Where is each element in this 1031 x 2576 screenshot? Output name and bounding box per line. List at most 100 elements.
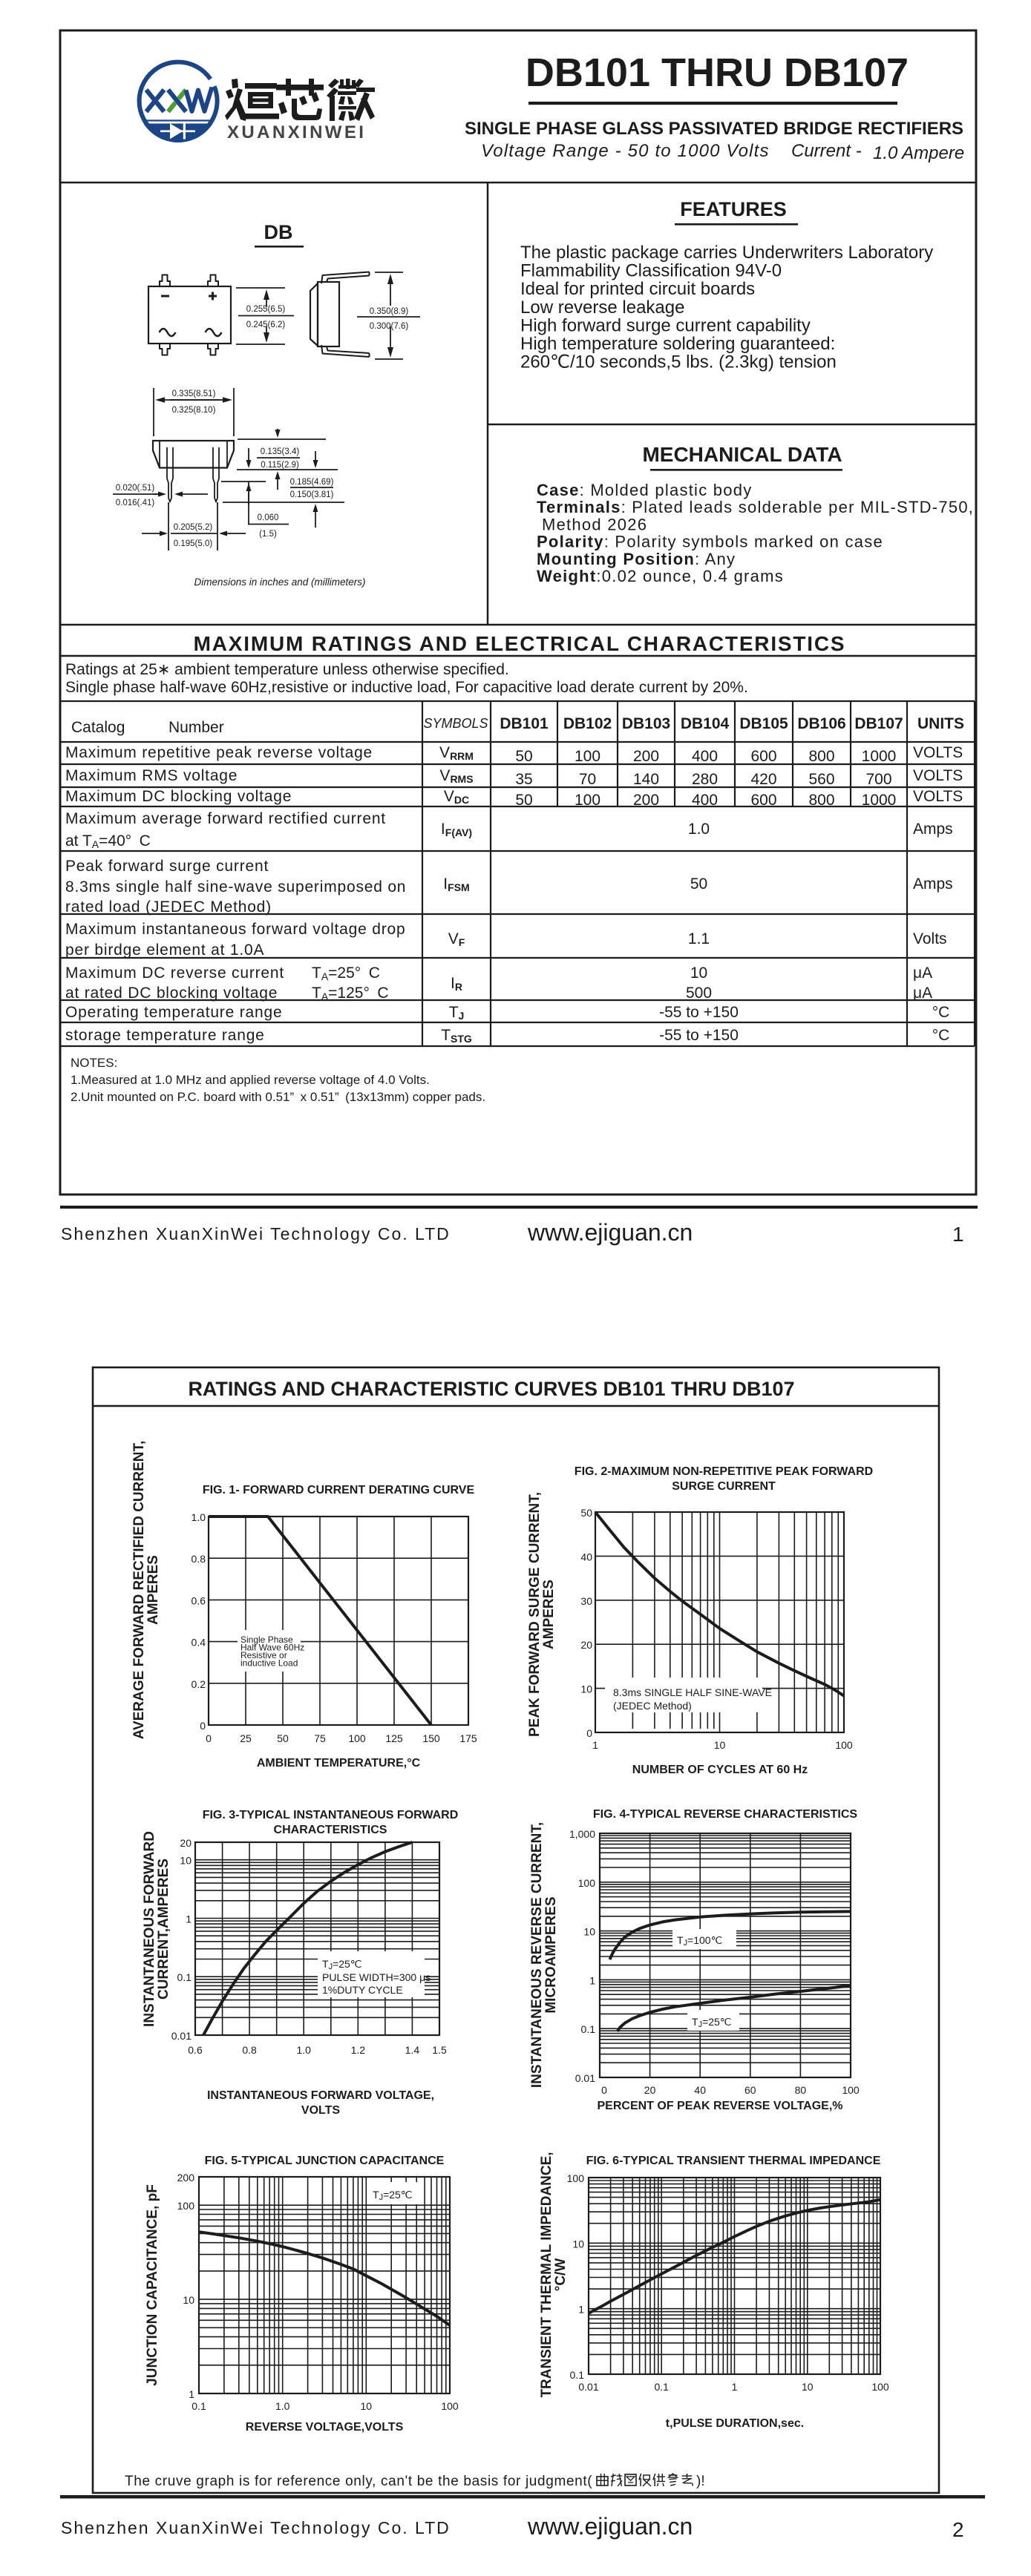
svg-text:MAXIMUM RATINGS AND ELECTRICAL: MAXIMUM RATINGS AND ELECTRICAL CHARACTER… (194, 632, 846, 655)
svg-text:1.5: 1.5 (432, 2044, 447, 2056)
svg-text:at rated DC blocking voltage: at rated DC blocking voltage (65, 985, 278, 1002)
svg-text:10: 10 (361, 2400, 373, 2412)
svg-text:μA: μA (913, 985, 932, 1002)
svg-text:RATINGS AND CHARACTERISTIC CUR: RATINGS AND CHARACTERISTIC CURVES DB101 … (188, 1378, 794, 1400)
svg-text:50: 50 (690, 875, 707, 893)
svg-text:Ideal for printed circuit boar: Ideal for printed circuit boards (520, 279, 755, 299)
svg-text:0.4: 0.4 (192, 1637, 206, 1649)
svg-text:1: 1 (952, 1223, 964, 1246)
svg-text:100: 100 (441, 2400, 459, 2412)
svg-text:0: 0 (200, 1720, 206, 1732)
svg-text:70: 70 (579, 771, 596, 788)
svg-text:DB105: DB105 (739, 715, 788, 732)
svg-text:0.325(8.10): 0.325(8.10) (172, 406, 216, 415)
svg-text:0.1: 0.1 (654, 2381, 669, 2393)
svg-text:VF: VF (448, 930, 465, 948)
svg-text:100: 100 (835, 1739, 853, 1751)
svg-text:Voltage Range - 50 to 1000 Vol: Voltage Range - 50 to 1000 Volts (481, 141, 770, 161)
svg-text:1.4: 1.4 (405, 2044, 420, 2056)
svg-text:175: 175 (459, 1732, 477, 1744)
svg-text:Mounting Position: Any: Mounting Position: Any (537, 550, 736, 568)
svg-text:20: 20 (580, 1639, 592, 1651)
svg-text:Single Phase: Single Phase (240, 1634, 293, 1645)
svg-text:Polarity: Polarity symbols mar: Polarity: Polarity symbols marked on cas… (537, 533, 883, 551)
svg-text:0.245(6.2): 0.245(6.2) (246, 321, 286, 329)
svg-text:PERCENT OF PEAK REVERSE VOLTAG: PERCENT OF PEAK REVERSE VOLTAGE,% (597, 2100, 842, 2112)
svg-text:10: 10 (583, 1926, 595, 1938)
svg-text:280: 280 (692, 771, 718, 788)
svg-text:inductive Load: inductive Load (240, 1658, 298, 1669)
svg-text:www.ejiguan.cn: www.ejiguan.cn (527, 1219, 693, 1246)
svg-text:-55 to +150: -55 to +150 (659, 1004, 739, 1021)
svg-text:75: 75 (314, 1732, 326, 1744)
svg-text:XUANXINWEI: XUANXINWEI (227, 122, 366, 142)
svg-text:IF(AV): IF(AV) (441, 821, 472, 838)
svg-text:www.ejiguan.cn: www.ejiguan.cn (527, 2513, 693, 2540)
svg-text:TJ=100℃: TJ=100℃ (677, 1934, 722, 1948)
svg-text:140: 140 (633, 771, 659, 788)
svg-text:0.1: 0.1 (177, 1971, 192, 1983)
svg-text:600: 600 (750, 748, 776, 765)
svg-text:0.1: 0.1 (570, 2369, 585, 2381)
svg-text:40: 40 (580, 1551, 592, 1563)
svg-text:10: 10 (183, 2294, 194, 2306)
svg-text:0.01: 0.01 (578, 2381, 598, 2393)
svg-text:1,000: 1,000 (569, 1828, 595, 1840)
svg-text:50: 50 (515, 792, 532, 809)
svg-text:1.0: 1.0 (192, 1511, 206, 1523)
svg-text:FIG. 3-TYPICAL INSTANTANEOUS F: FIG. 3-TYPICAL INSTANTANEOUS FORWARD (203, 1809, 459, 1821)
svg-text:1.1: 1.1 (688, 930, 710, 947)
svg-text:The cruve graph is for referen: The cruve graph is for reference only, c… (125, 2474, 592, 2489)
svg-text:0.205(5.2): 0.205(5.2) (174, 523, 213, 532)
svg-text:CURRENT,AMPERES: CURRENT,AMPERES (156, 1859, 171, 2000)
svg-text:IFSM: IFSM (443, 875, 469, 893)
svg-text:80: 80 (795, 2084, 807, 2096)
svg-text:1.2: 1.2 (351, 2044, 366, 2056)
svg-text:TRANSIENT THERMAL IMPEDANCE,: TRANSIENT THERMAL IMPEDANCE, (539, 2152, 554, 2397)
svg-text:VOLTS: VOLTS (913, 767, 963, 784)
svg-text:0.2: 0.2 (192, 1678, 206, 1690)
svg-text:600: 600 (750, 792, 776, 809)
svg-text:260℃/10 seconds,5 lbs. (2.3kg): 260℃/10 seconds,5 lbs. (2.3kg) tension (520, 352, 837, 372)
svg-text:20: 20 (180, 1837, 192, 1849)
svg-text:0: 0 (206, 1732, 212, 1744)
svg-text:0: 0 (601, 2084, 607, 2096)
svg-text:FEATURES: FEATURES (680, 198, 787, 220)
svg-text:0.195(5.0): 0.195(5.0) (174, 539, 213, 548)
svg-text:TJ=25℃: TJ=25℃ (373, 2189, 413, 2202)
svg-text:TJ: TJ (449, 1004, 465, 1022)
svg-text:Shenzhen XuanXinWei Technology: Shenzhen XuanXinWei Technology Co. LTD (61, 1224, 451, 1243)
svg-text:Amps: Amps (913, 875, 953, 893)
svg-text:UNITS: UNITS (917, 715, 964, 732)
svg-text:125: 125 (385, 1732, 403, 1744)
svg-text:1: 1 (592, 1739, 598, 1751)
svg-text:2: 2 (952, 2518, 964, 2541)
svg-text:Maximum repetitive peak revers: Maximum repetitive peak reverse voltage (65, 744, 373, 761)
svg-text:°C: °C (932, 1004, 950, 1021)
svg-text:700: 700 (865, 771, 891, 788)
svg-text:SYMBOLS: SYMBOLS (423, 716, 488, 731)
svg-text:TA=125° C: TA=125° C (312, 985, 389, 1002)
svg-text:10: 10 (180, 1855, 192, 1867)
svg-text:100: 100 (575, 792, 600, 809)
svg-text:400: 400 (692, 748, 718, 765)
svg-text:0.300(7.6): 0.300(7.6) (370, 322, 409, 331)
svg-text:μA: μA (913, 965, 932, 982)
svg-text:0: 0 (586, 1727, 592, 1739)
svg-text:1.Measured at 1.0 MHz and appl: 1.Measured at 1.0 MHz and applied revers… (71, 1073, 430, 1087)
svg-text:25: 25 (240, 1732, 252, 1744)
svg-text:DB107: DB107 (854, 715, 903, 732)
svg-text:1.0 Ampere: 1.0 Ampere (873, 143, 964, 163)
svg-text:PEAK FORWARD SURGE CURRENT,: PEAK FORWARD SURGE CURRENT, (527, 1492, 543, 1737)
svg-text:INSTANTANEOUS FORWARD VOLTAGE,: INSTANTANEOUS FORWARD VOLTAGE, (207, 2089, 434, 2102)
svg-text:DB101 THRU DB107: DB101 THRU DB107 (526, 50, 909, 95)
svg-text:AMPERES: AMPERES (145, 1555, 161, 1625)
svg-text:VDC: VDC (444, 788, 469, 806)
svg-text:NUMBER OF CYCLES AT 60 Hz: NUMBER OF CYCLES AT 60 Hz (632, 1764, 808, 1776)
svg-text:DB102: DB102 (563, 715, 612, 732)
svg-text:Maximum DC reverse current: Maximum DC reverse current (65, 965, 284, 982)
svg-text:Terminals: Plated leads solder: Terminals: Plated leads solderable per M… (537, 498, 974, 516)
svg-text:800: 800 (808, 748, 834, 765)
svg-text:VRMS: VRMS (439, 767, 473, 785)
svg-text:0.6: 0.6 (188, 2044, 203, 2056)
